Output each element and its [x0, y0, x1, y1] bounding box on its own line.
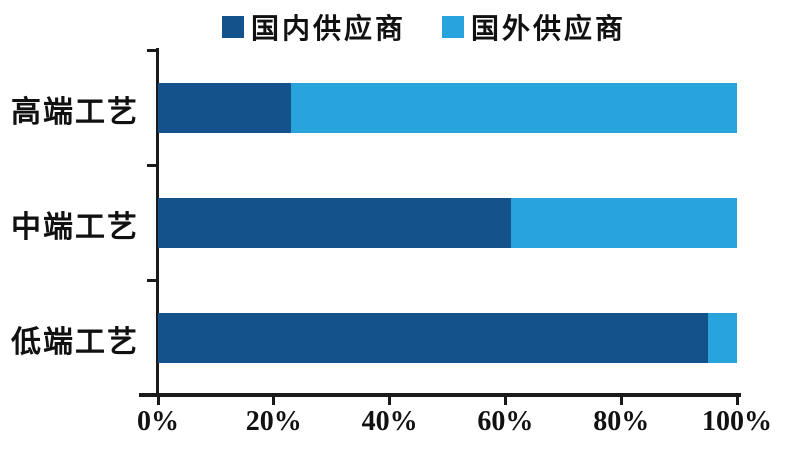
x-axis-tick-label: 80% — [593, 406, 650, 437]
category-label: 低端工艺 — [11, 325, 139, 359]
x-axis-tick — [156, 397, 160, 405]
legend-item-foreign: 国外供应商 — [442, 7, 626, 47]
x-axis-tick — [272, 397, 276, 405]
x-axis-tick-label: 0% — [137, 406, 179, 437]
y-axis-tick — [147, 278, 157, 282]
category-label: 中端工艺 — [11, 210, 139, 244]
bar-row — [158, 312, 737, 363]
bar-segment — [291, 82, 737, 133]
category-label: 高端工艺 — [11, 95, 139, 129]
x-axis-tick — [735, 397, 739, 405]
bar-row — [158, 82, 737, 133]
x-axis-tick-label: 100% — [702, 406, 772, 437]
y-axis-tick — [147, 163, 157, 167]
legend-label: 国外供应商 — [471, 14, 627, 45]
legend-item-domestic: 国内供应商 — [222, 7, 406, 47]
x-axis-tick-label: 40% — [361, 406, 418, 437]
y-axis-tick — [147, 48, 157, 52]
bar-row — [158, 197, 737, 248]
legend-swatch-icon — [442, 16, 465, 38]
x-axis-tick — [503, 397, 507, 405]
chart-legend: 国内供应商 国外供应商 — [222, 7, 626, 47]
bar-segment — [708, 312, 737, 363]
x-axis-line — [139, 393, 741, 397]
bar-segment — [158, 197, 512, 248]
bar-segment — [158, 312, 709, 363]
legend-swatch-icon — [222, 16, 244, 38]
y-axis-line — [156, 48, 159, 397]
bar-segment — [511, 197, 737, 248]
x-axis-tick-label: 20% — [245, 406, 302, 437]
x-axis-tick — [619, 397, 623, 405]
bar-segment — [158, 82, 292, 133]
x-axis-tick-label: 60% — [477, 406, 534, 437]
legend-label: 国内供应商 — [251, 14, 407, 45]
x-axis-tick — [388, 397, 392, 405]
